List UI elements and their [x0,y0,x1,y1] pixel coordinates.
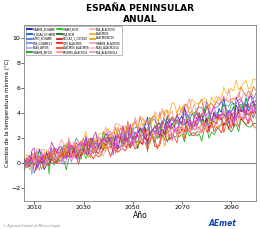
Y-axis label: Cambio de la temperatura mínima (°C): Cambio de la temperatura mínima (°C) [4,59,10,167]
Text: © Agencia Estatal de Meteorología: © Agencia Estatal de Meteorología [3,224,59,228]
Legend: HINAM4_ECHAME, HI_RCA4_ECHAME, EURO_ECHAME, RCA_ICHAME13, RCA4_AIFIOS, HINAM4_AI: HINAM4_ECHAME, HI_RCA4_ECHAME, EURO_ECHA… [26,26,122,55]
X-axis label: Año: Año [133,211,147,220]
Text: AEmet: AEmet [208,219,236,228]
Title: ESPAÑA PENINSULAR
ANUAL: ESPAÑA PENINSULAR ANUAL [86,4,194,24]
